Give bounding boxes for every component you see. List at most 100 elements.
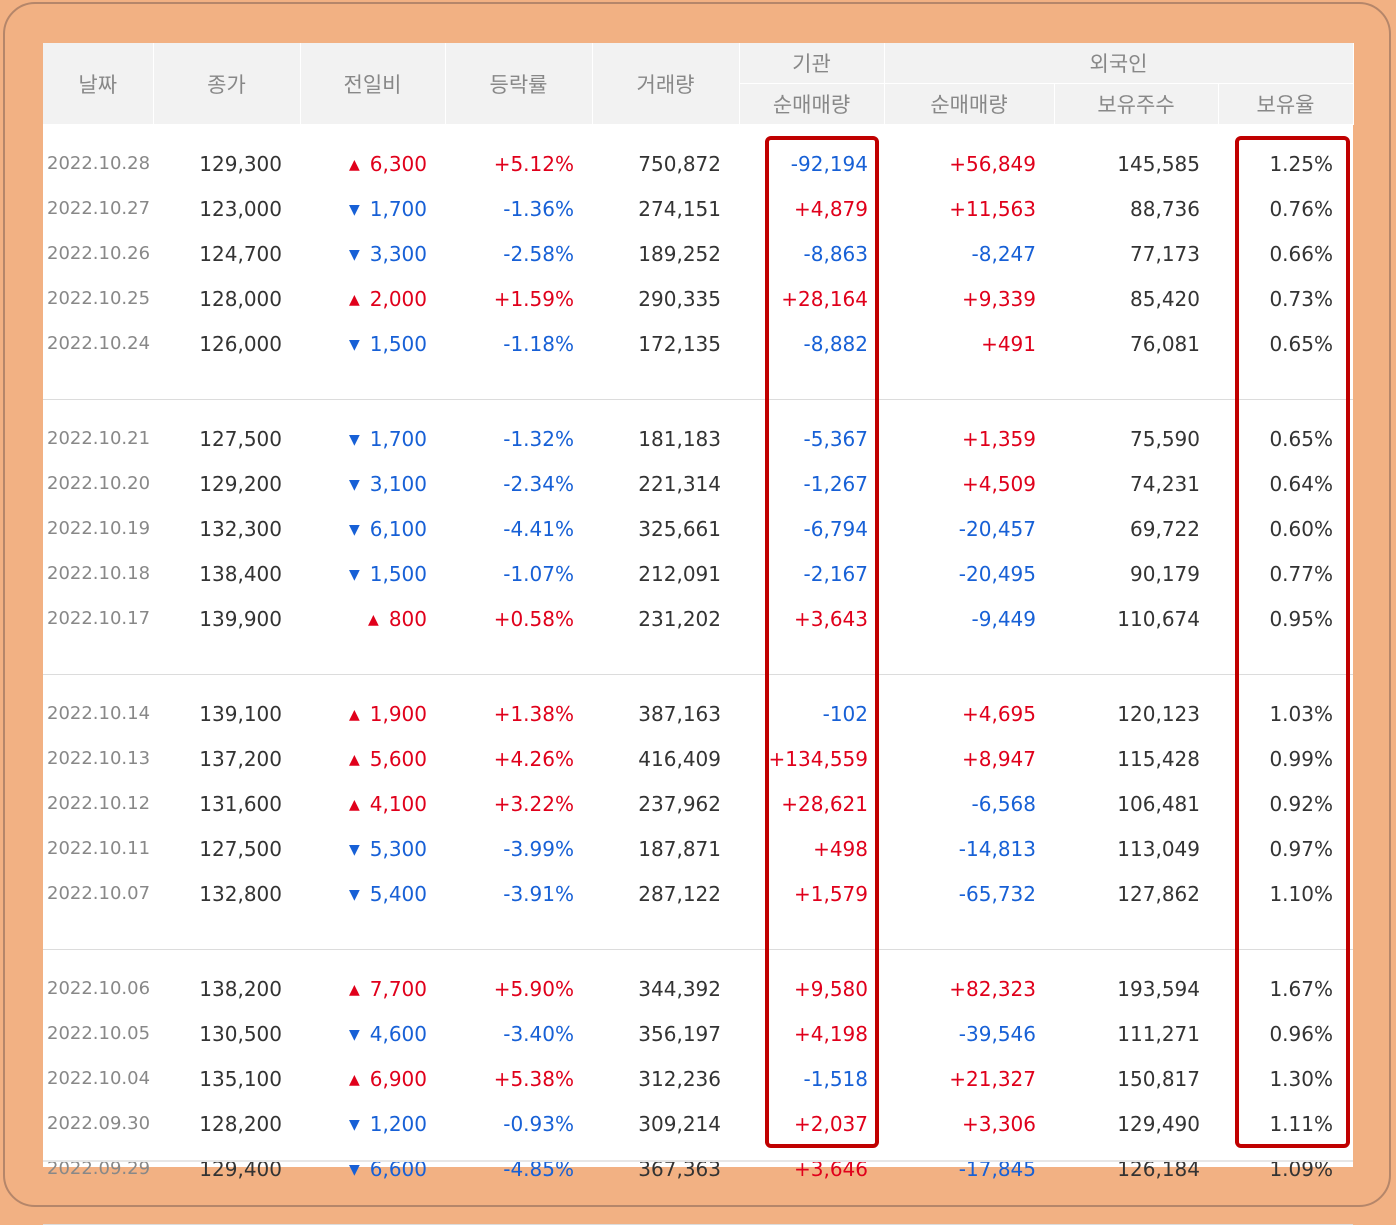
institution-net-cell: -92,194 bbox=[790, 151, 868, 176]
foreign-hold-cell: 88,736 bbox=[1130, 196, 1200, 221]
foreign-net-cell: +3,306 bbox=[961, 1111, 1036, 1136]
institution-net-cell: +9,580 bbox=[793, 976, 868, 1001]
separator-cell bbox=[43, 366, 1353, 400]
triangle-up-icon: ▲ bbox=[348, 156, 360, 173]
table-body: 2022.10.28 129,300 ▲ 6,300 +5.12% 750,872 -92,… bbox=[43, 125, 1353, 1225]
table-row: 2022.10.17 139,900 ▲ 800 +0.58% 231,202 +3,643… bbox=[43, 596, 1353, 641]
diff-value: 6,100 bbox=[369, 516, 427, 541]
group-separator bbox=[43, 366, 1353, 400]
table-row: 2022.10.04 135,100 ▲ 6,900 +5.38% 312,236 -1,5… bbox=[43, 1056, 1353, 1101]
header-volume: 거래량 bbox=[592, 43, 740, 125]
diff-value: 6,300 bbox=[369, 151, 427, 176]
rate-cell: -2.34% bbox=[503, 471, 574, 496]
foreign-net-cell: -17,845 bbox=[958, 1156, 1036, 1181]
volume-cell: 237,962 bbox=[638, 791, 721, 816]
institution-net-cell: +3,646 bbox=[793, 1156, 868, 1181]
rate-cell: +1.59% bbox=[493, 286, 574, 311]
table-bottom-border bbox=[43, 1160, 1353, 1162]
header-diff: 전일비 bbox=[300, 43, 446, 125]
institution-net-cell: +2,037 bbox=[793, 1111, 868, 1136]
header-foreign-ratio: 보유율 bbox=[1218, 83, 1354, 125]
table-row: 2022.10.21 127,500 ▼ 1,700 -1.32% 181,183 -5,3… bbox=[43, 416, 1353, 461]
close-cell: 127,500 bbox=[199, 836, 282, 861]
rate-cell: -3.99% bbox=[503, 836, 574, 861]
table-row: 2022.10.11 127,500 ▼ 5,300 -3.99% 187,871 +498… bbox=[43, 826, 1353, 871]
foreign-hold-cell: 90,179 bbox=[1130, 561, 1200, 586]
foreign-ratio-cell: 0.92% bbox=[1269, 791, 1333, 816]
institution-net-cell: -6,794 bbox=[803, 516, 868, 541]
foreign-hold-cell: 126,184 bbox=[1117, 1156, 1200, 1181]
diff-cell: ▼ 3,100 bbox=[300, 461, 445, 506]
diff-cell: ▲ 7,700 bbox=[300, 966, 445, 1011]
date-cell: 2022.10.20 bbox=[47, 473, 151, 494]
volume-cell: 212,091 bbox=[638, 561, 721, 586]
date-cell: 2022.10.19 bbox=[47, 518, 151, 539]
volume-cell: 325,661 bbox=[638, 516, 721, 541]
foreign-ratio-cell: 0.99% bbox=[1269, 746, 1333, 771]
rate-cell: -0.93% bbox=[503, 1111, 574, 1136]
close-cell: 138,400 bbox=[199, 561, 282, 586]
spacer-cell bbox=[43, 950, 1353, 967]
rate-cell: -3.40% bbox=[503, 1021, 574, 1046]
foreign-ratio-cell: 0.65% bbox=[1269, 426, 1333, 451]
foreign-ratio-cell: 1.67% bbox=[1269, 976, 1333, 1001]
header-foreign: 외국인 bbox=[884, 43, 1354, 84]
table-row: 2022.10.05 130,500 ▼ 4,600 -3.40% 356,197 +4,1… bbox=[43, 1011, 1353, 1056]
diff-cell: ▲ 2,000 bbox=[300, 276, 445, 321]
separator-cell bbox=[43, 641, 1353, 675]
foreign-hold-cell: 115,428 bbox=[1117, 746, 1200, 771]
foreign-hold-cell: 193,594 bbox=[1117, 976, 1200, 1001]
institution-net-cell: +28,164 bbox=[781, 286, 868, 311]
diff-value: 1,700 bbox=[369, 426, 427, 451]
diff-value: 3,100 bbox=[369, 471, 427, 496]
group-separator bbox=[43, 916, 1353, 950]
foreign-ratio-cell: 0.66% bbox=[1269, 241, 1333, 266]
volume-cell: 172,135 bbox=[638, 331, 721, 356]
institution-net-cell: -1,518 bbox=[803, 1066, 868, 1091]
close-cell: 139,100 bbox=[199, 701, 282, 726]
diff-value: 1,900 bbox=[369, 701, 427, 726]
institution-net-cell: +4,198 bbox=[793, 1021, 868, 1046]
date-cell: 2022.10.21 bbox=[47, 428, 151, 449]
rate-cell: +4.26% bbox=[493, 746, 574, 771]
date-cell: 2022.10.11 bbox=[47, 838, 151, 859]
investor-trading-table: 날짜 종가 전일비 등락률 거래량 기관 외국인 순매매량 순매매량 보유주수 … bbox=[43, 43, 1354, 1225]
foreign-hold-cell: 77,173 bbox=[1130, 241, 1200, 266]
table-row: 2022.10.12 131,600 ▲ 4,100 +3.22% 237,962 +28,… bbox=[43, 781, 1353, 826]
diff-value: 800 bbox=[388, 606, 427, 631]
investor-trading-table-panel: 날짜 종가 전일비 등락률 거래량 기관 외국인 순매매량 순매매량 보유주수 … bbox=[43, 43, 1354, 1225]
foreign-ratio-highlight-box bbox=[1235, 136, 1350, 1148]
rate-cell: -4.85% bbox=[503, 1156, 574, 1181]
volume-cell: 367,363 bbox=[638, 1156, 721, 1181]
date-cell: 2022.10.27 bbox=[47, 198, 151, 219]
diff-cell: ▼ 1,700 bbox=[300, 186, 445, 231]
volume-cell: 387,163 bbox=[638, 701, 721, 726]
header-institution: 기관 bbox=[739, 43, 885, 84]
triangle-down-icon: ▼ bbox=[348, 841, 360, 858]
foreign-hold-cell: 129,490 bbox=[1117, 1111, 1200, 1136]
table-row: 2022.10.25 128,000 ▲ 2,000 +1.59% 290,335 +28,… bbox=[43, 276, 1353, 321]
diff-cell: ▼ 1,500 bbox=[300, 551, 445, 596]
foreign-net-cell: -65,732 bbox=[958, 881, 1036, 906]
diff-cell: ▲ 800 bbox=[300, 596, 445, 641]
date-cell: 2022.10.06 bbox=[47, 978, 151, 999]
foreign-hold-cell: 69,722 bbox=[1130, 516, 1200, 541]
foreign-net-cell: -6,568 bbox=[971, 791, 1036, 816]
foreign-net-cell: +11,563 bbox=[949, 196, 1036, 221]
date-cell: 2022.10.14 bbox=[47, 703, 151, 724]
group-spacer-top bbox=[43, 400, 1353, 417]
diff-value: 6,900 bbox=[369, 1066, 427, 1091]
institution-net-highlight-box bbox=[765, 136, 879, 1148]
volume-cell: 344,392 bbox=[638, 976, 721, 1001]
group-separator bbox=[43, 641, 1353, 675]
foreign-net-cell: -9,449 bbox=[971, 606, 1036, 631]
foreign-ratio-cell: 1.03% bbox=[1269, 701, 1333, 726]
diff-cell: ▲ 1,900 bbox=[300, 691, 445, 736]
triangle-down-icon: ▼ bbox=[348, 431, 360, 448]
rate-cell: +1.38% bbox=[493, 701, 574, 726]
institution-net-cell: +134,559 bbox=[768, 746, 868, 771]
table-row: 2022.10.07 132,800 ▼ 5,400 -3.91% 287,122 +1,5… bbox=[43, 871, 1353, 916]
rate-cell: -4.41% bbox=[503, 516, 574, 541]
foreign-ratio-cell: 1.25% bbox=[1269, 151, 1333, 176]
foreign-ratio-cell: 0.77% bbox=[1269, 561, 1333, 586]
